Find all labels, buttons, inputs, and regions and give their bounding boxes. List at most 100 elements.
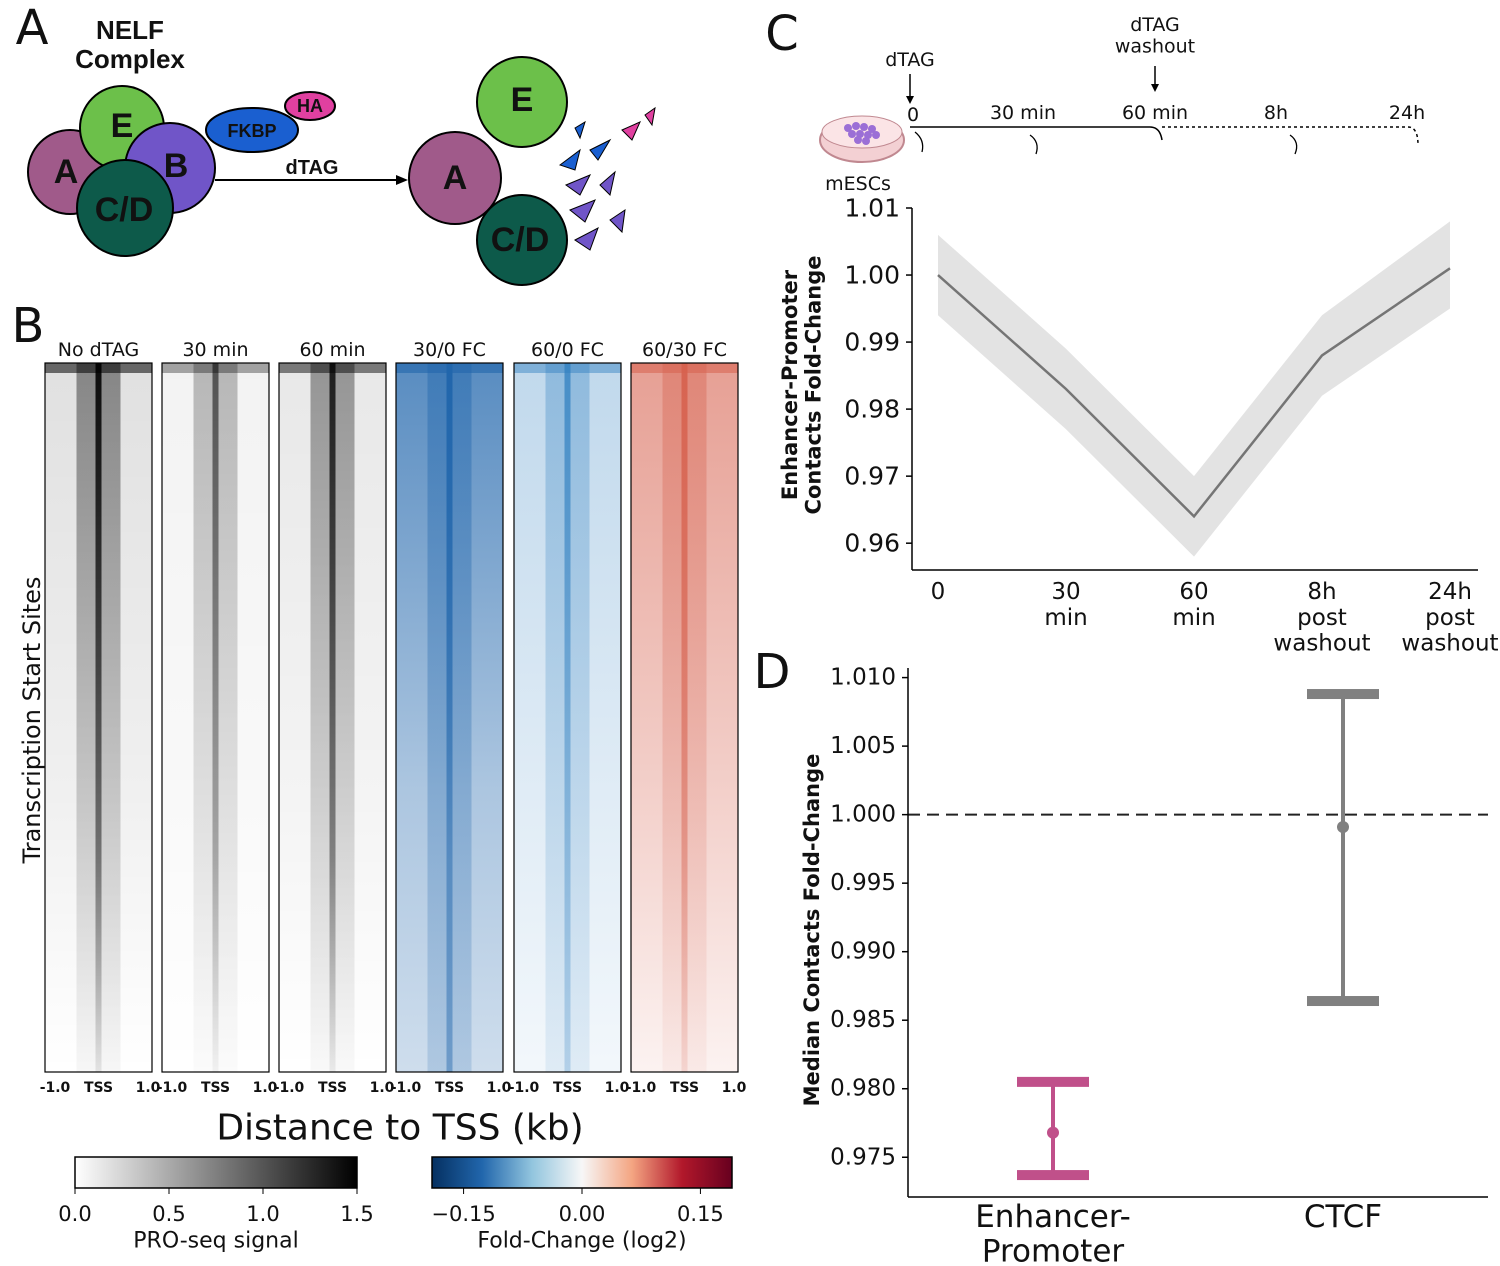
heatmap-tick-label: -1.0 <box>40 1080 71 1096</box>
y-tick-label: 0.97 <box>844 462 900 491</box>
x-tick-label: Enhancer-Promoter <box>975 1199 1131 1266</box>
y-tick-label: 0.995 <box>830 870 896 896</box>
heatmap-frame <box>513 362 622 1073</box>
y-tick-label: 1.005 <box>830 733 896 759</box>
time-label: 30 min <box>990 102 1056 124</box>
colorbar-tick-label: 0.0 <box>58 1202 91 1226</box>
panel-label: D <box>754 644 791 700</box>
colorbar-tick-label: 0.00 <box>559 1202 606 1226</box>
cells-label: mESCs <box>825 173 891 195</box>
colorbar-tick-label: 1.5 <box>340 1202 373 1226</box>
heatmap-tick-label: 1.0 <box>253 1080 278 1096</box>
heatmap-title: 60 min <box>299 339 365 361</box>
heatmap-tick-label: -1.0 <box>157 1080 188 1096</box>
y-tick-label: 1.000 <box>830 802 896 828</box>
median-point <box>1047 1126 1059 1139</box>
x-tick-label: CTCF <box>1304 1199 1382 1235</box>
heatmap-stripe <box>329 363 336 1072</box>
heatmap-title: 30/0 FC <box>413 339 486 361</box>
heatmap-top <box>396 363 503 373</box>
washout-label: dTAG washout <box>1115 14 1195 57</box>
heatmap-title: 30 min <box>182 339 248 361</box>
subunit-label: A <box>443 159 468 197</box>
heatmap-tick-label: 1.0 <box>487 1080 512 1096</box>
line <box>937 267 1451 519</box>
y-tick-label: 0.985 <box>830 1007 896 1033</box>
x-tick-label: 60 min <box>1172 579 1215 631</box>
x-tick-label: 30 min <box>1044 579 1087 631</box>
heatmap-tick-label: -1.0 <box>509 1080 540 1096</box>
heatmap-y-label: Transcription Start Sites <box>18 577 46 865</box>
heatmap-top <box>162 363 269 373</box>
arrow-head <box>906 96 914 104</box>
subunit <box>476 56 568 148</box>
subunit <box>476 194 568 286</box>
heatmap-tick-label: 1.0 <box>605 1080 630 1096</box>
heatmap-stripe <box>446 363 453 1072</box>
heatmap-top <box>631 363 738 373</box>
heatmap-tick-label: 1.0 <box>136 1080 161 1096</box>
heatmap-top <box>45 363 152 373</box>
heatmap-top <box>514 363 621 373</box>
colorbar-tick-label: 0.15 <box>677 1202 724 1226</box>
heatmap-tick-label: TSS <box>318 1080 347 1096</box>
y-tick-label: 0.990 <box>830 939 896 965</box>
subunit-label: A <box>54 153 79 191</box>
heatmap-tick-label: TSS <box>84 1080 113 1096</box>
colorbar <box>74 1156 358 1189</box>
median-point <box>1337 820 1349 833</box>
y-tick-label: 0.96 <box>844 529 900 558</box>
y-axis-label: Enhancer-PromoterContacts Fold-Change <box>778 256 826 515</box>
heatmap-stripe <box>564 363 571 1072</box>
arrow-label: dTAG <box>286 157 339 179</box>
heatmap-title: No dTAG <box>58 339 139 361</box>
treatment-label: dTAG <box>885 49 935 71</box>
diagram: NELF Complex A E B C/D FKBP HA dTAG E A C… <box>27 15 656 286</box>
heatmap-frame <box>395 362 504 1073</box>
timeline: mESCs dTAG dTAG washout 0 30 min 60 min 8… <box>819 14 1425 195</box>
colorbar-tick-label: 0.5 <box>152 1202 185 1226</box>
time-label: 8h <box>1264 102 1288 124</box>
heatmap-tick-label: TSS <box>670 1080 699 1096</box>
x-tick-label: 8h post washout <box>1273 579 1370 657</box>
heatmap-x-label: Distance to TSS (kb) <box>216 1108 583 1149</box>
heatmap-stripe <box>681 363 688 1072</box>
heatmap-tick-label: -1.0 <box>626 1080 657 1096</box>
colorbar-tick-label: 1.0 <box>246 1202 279 1226</box>
heatmap-title: 60/0 FC <box>531 339 604 361</box>
timeline-line <box>910 126 1163 141</box>
fragments <box>558 106 656 251</box>
subunit <box>76 159 174 257</box>
sample-arrows <box>914 131 1298 155</box>
subunit-label: C/D <box>95 191 154 229</box>
y-axis-label: Median Contacts Fold-Change <box>800 754 824 1107</box>
confidence-band <box>938 221 1450 557</box>
colorbar-label: Fold-Change (log2) <box>477 1229 686 1254</box>
heatmap-tick-label: 1.0 <box>370 1080 395 1096</box>
heatmap-stripe <box>95 363 102 1072</box>
y-tick-label: 1.01 <box>844 194 900 223</box>
y-tick-label: 1.00 <box>844 261 900 290</box>
heatmap-stripe <box>212 363 219 1072</box>
heatmap-tick-label: TSS <box>201 1080 230 1096</box>
y-tick-label: 0.98 <box>844 395 900 424</box>
colorbar <box>431 1156 733 1189</box>
error-cap <box>1017 1076 1089 1087</box>
x-tick-label: 0 <box>931 579 946 605</box>
time-label: 0 <box>907 104 919 126</box>
x-tick-label: 24h post washout <box>1401 579 1498 657</box>
heatmap-frame <box>44 362 153 1073</box>
panel-label: C <box>765 6 799 62</box>
heatmap-tick-label: -1.0 <box>391 1080 422 1096</box>
y-tick-label: 0.975 <box>830 1144 896 1170</box>
epitope-label: HA <box>297 96 323 116</box>
heatmap-tick-label: TSS <box>435 1080 464 1096</box>
subunit-label: E <box>111 107 134 145</box>
subunit-label: C/D <box>491 221 550 259</box>
tag-label: FKBP <box>228 121 277 141</box>
heatmap-top <box>279 363 386 373</box>
heatmap-frame <box>278 362 387 1073</box>
time-label: 24h <box>1389 102 1425 124</box>
heatmap-tick-label: 1.0 <box>722 1080 747 1096</box>
